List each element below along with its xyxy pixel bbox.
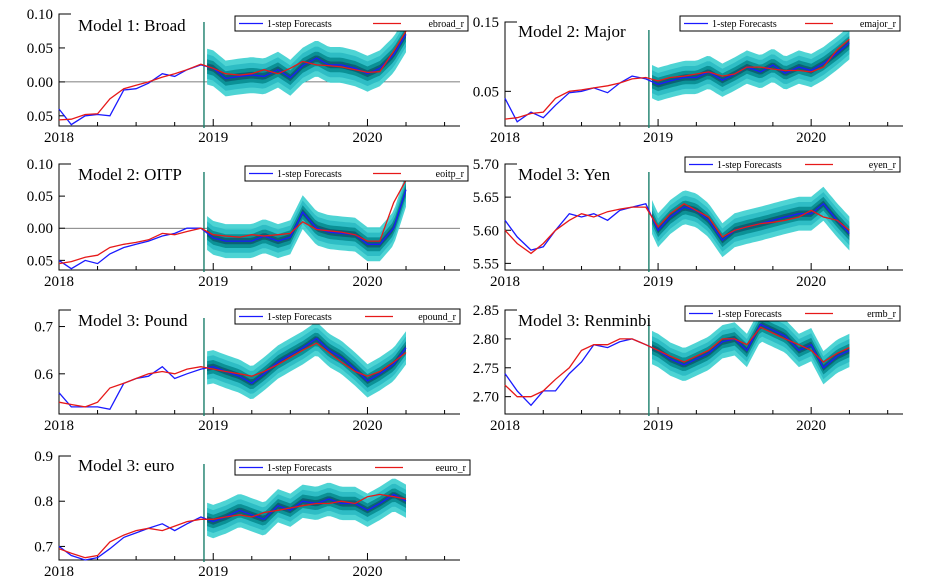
- fan-band-core: [207, 336, 406, 386]
- forecast-series-line: [58, 493, 407, 561]
- x-tick-label: 2019: [643, 130, 673, 146]
- y-tick-label: 0.05: [27, 41, 53, 57]
- fan-band-inner: [652, 318, 850, 375]
- legend-box: [244, 165, 469, 182]
- forecast-series-line: [504, 323, 850, 407]
- panel-title: Model 2: Major: [518, 22, 626, 41]
- x-tick-label: 2019: [643, 274, 673, 290]
- legend-label-actual: ermb_r: [867, 309, 897, 320]
- panel-title: Model 3: euro: [78, 456, 174, 475]
- legend-label-actual: emajor_r: [860, 19, 897, 30]
- x-tick-label: 2019: [643, 418, 673, 434]
- actual-series-line: [504, 38, 850, 120]
- forecast-series-line: [504, 202, 850, 251]
- actual-series-line: [504, 203, 850, 255]
- y-tick-label: 0.9: [34, 449, 53, 465]
- legend-label-forecast: 1-step Forecasts: [712, 19, 777, 30]
- forecast-series-line: [58, 34, 407, 126]
- x-tick-label: 2018: [44, 274, 74, 290]
- panel-7: 0.9 0.8 0.7 2018 2019 2020 Model 3: euro 1-step…: [34, 449, 471, 580]
- x-tick-label: 2020: [352, 418, 382, 434]
- panel-title: Model 1: Broad: [78, 16, 186, 35]
- x-tick-label: 2018: [490, 130, 520, 146]
- legend-box: [234, 459, 471, 476]
- y-tick-label: 2.80: [473, 332, 499, 348]
- y-tick-label: 0.7: [34, 539, 53, 555]
- legend-box: [684, 156, 901, 173]
- legend-label-actual: ebroad_r: [428, 19, 464, 30]
- y-tick-label: 0.7: [34, 320, 53, 336]
- fan-band-core: [652, 322, 850, 371]
- x-tick-label: 2020: [352, 130, 382, 146]
- x-tick-label: 2019: [198, 564, 228, 580]
- y-tick-label: 5.60: [473, 223, 499, 239]
- panel-3: 0.10 0.05 0.00 0.05 2018 2019 2020 Model 2: OIT…: [27, 157, 469, 290]
- x-tick-label: 2018: [44, 564, 74, 580]
- legend-label-actual: eoitp_r: [436, 169, 465, 180]
- y-tick-label: 2.85: [473, 303, 499, 319]
- y-tick-label: 0.05: [27, 109, 53, 125]
- x-tick-label: 2018: [490, 274, 520, 290]
- y-tick-label: 2.75: [473, 361, 499, 377]
- y-tick-label: 0.05: [27, 189, 53, 205]
- x-tick-label: 2018: [44, 130, 74, 146]
- legend-label-forecast: 1-step Forecasts: [717, 309, 782, 320]
- x-tick-label: 2020: [796, 130, 826, 146]
- legend-label-actual: epound_r: [418, 312, 456, 323]
- actual-series-line: [58, 342, 407, 408]
- panel-1: 0.10 0.05 0.00 0.05 2018 2019 2020 Model 1: Bro…: [27, 7, 469, 146]
- x-tick-label: 2019: [198, 130, 228, 146]
- y-tick-label: 0.05: [27, 253, 53, 269]
- fan-band-inner: [652, 196, 850, 248]
- legend-label-forecast: 1-step Forecasts: [717, 160, 782, 171]
- y-tick-label: 0.10: [27, 157, 53, 173]
- forecast-series-line: [58, 337, 407, 411]
- legend-box: [234, 15, 469, 32]
- legend-box: [679, 15, 901, 32]
- x-tick-label: 2018: [44, 418, 74, 434]
- actual-series-line: [58, 179, 407, 265]
- legend-label-forecast: 1-step Forecasts: [277, 169, 342, 180]
- panel-title: Model 3: Yen: [518, 165, 611, 184]
- panel-5: 0.7 0.6 2018 2019 2020 Model 3: Pound 1-step F…: [34, 308, 461, 434]
- legend-label-forecast: 1-step Forecasts: [267, 463, 332, 474]
- x-tick-label: 2020: [796, 418, 826, 434]
- y-tick-label: 5.55: [473, 256, 499, 272]
- y-tick-label: 0.6: [34, 367, 53, 383]
- x-tick-label: 2019: [198, 418, 228, 434]
- actual-series-line: [504, 326, 850, 398]
- actual-series-line: [58, 493, 407, 559]
- actual-series-line: [58, 30, 407, 121]
- x-tick-label: 2020: [352, 274, 382, 290]
- x-tick-label: 2020: [796, 274, 826, 290]
- x-tick-label: 2018: [490, 418, 520, 434]
- y-tick-label: 0.00: [27, 221, 53, 237]
- legend-box: [684, 305, 901, 322]
- legend-box: [234, 308, 461, 325]
- legend-label-actual: eeuro_r: [435, 463, 466, 474]
- y-tick-label: 0.00: [27, 75, 53, 91]
- x-tick-label: 2020: [352, 564, 382, 580]
- legend-label-actual: eyen_r: [869, 160, 897, 171]
- fan-band-core: [652, 200, 850, 244]
- legend-label-forecast: 1-step Forecasts: [267, 312, 332, 323]
- panel-title: Model 2: OITP: [78, 165, 182, 184]
- y-tick-label: 0.10: [27, 7, 53, 23]
- axis-frame: [58, 309, 460, 415]
- panel-title: Model 3: Pound: [78, 311, 188, 330]
- legend-label-forecast: 1-step Forecasts: [267, 19, 332, 30]
- y-tick-label: 0.15: [473, 15, 499, 31]
- y-tick-label: 0.8: [34, 494, 53, 510]
- panel-title: Model 3: Renminbi: [518, 311, 651, 330]
- panel-4: 5.70 5.65 5.60 5.55 2018 2019 2020 Model 3: Yen…: [473, 156, 903, 290]
- fan-band-inner: [207, 332, 406, 390]
- panel-2: 0.15 0.05 2018 2019 2020 Model 2: Major 1-step…: [473, 15, 903, 146]
- x-tick-label: 2019: [198, 274, 228, 290]
- y-tick-label: 5.65: [473, 190, 499, 206]
- panel-6: 2.85 2.80 2.75 2.70 2018 2019 2020 Model 3: Ren…: [473, 303, 903, 434]
- y-tick-label: 5.70: [473, 157, 499, 173]
- y-tick-label: 0.05: [473, 84, 499, 100]
- y-tick-label: 2.70: [473, 390, 499, 406]
